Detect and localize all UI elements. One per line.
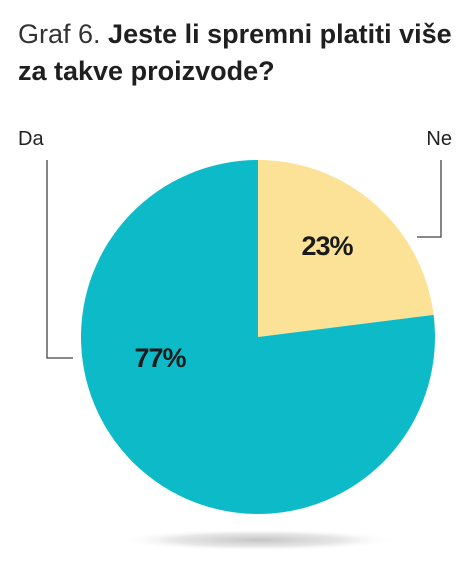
leader-line-ne: [417, 160, 442, 238]
pie-slices: [80, 160, 435, 514]
pie-slice-da: [80, 160, 435, 514]
pie-shadow: [118, 529, 398, 551]
chart-title-main: Jeste li spremni platiti više za takve p…: [18, 19, 452, 86]
category-label-da: Da: [18, 128, 44, 150]
pie-slice-ne: [258, 160, 434, 337]
chart-title-prefix: Graf 6.: [18, 19, 101, 49]
leader-line-da: [46, 160, 73, 359]
chart-title: Graf 6. Jeste li spremni platiti više za…: [18, 16, 468, 90]
category-label-ne: Ne: [426, 128, 452, 150]
slice-label-da: 77%: [134, 343, 186, 373]
slice-label-ne: 23%: [301, 231, 353, 261]
